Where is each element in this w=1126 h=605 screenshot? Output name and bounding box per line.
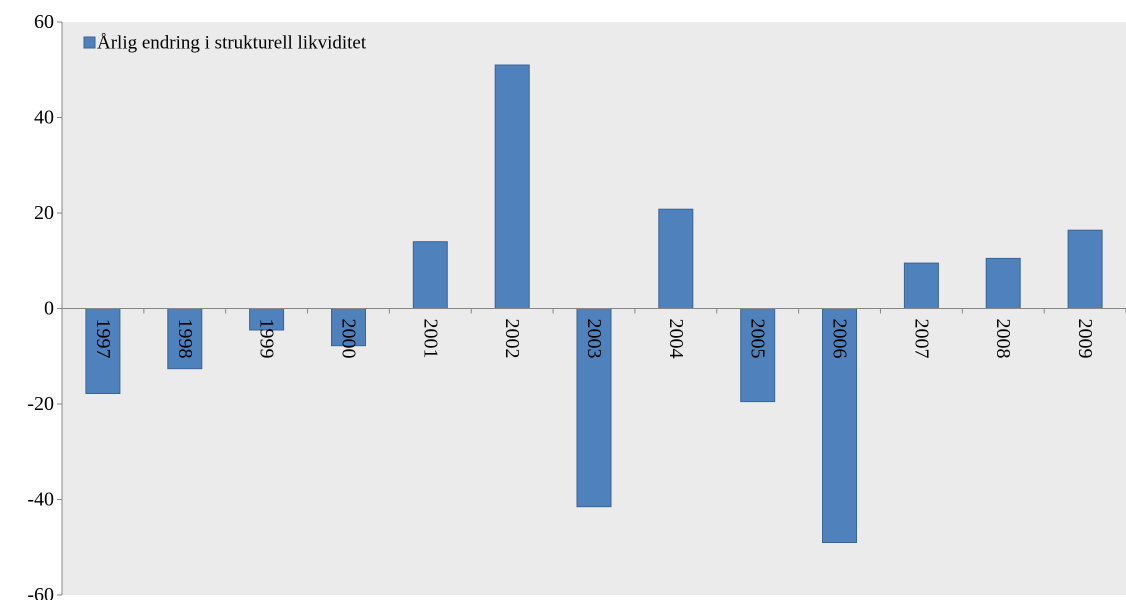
- y-tick-label: 20: [34, 202, 54, 224]
- bar-2008: [985, 257, 1021, 309]
- legend-label: Årlig endring i strukturell likviditet: [97, 33, 367, 54]
- y-tick-labels: 60 40 20 0 -20 -40 -60: [27, 11, 62, 605]
- bar-2007: [903, 262, 939, 310]
- bar-2005: [740, 308, 776, 403]
- bar-2000: [331, 308, 366, 347]
- bar-2002: [494, 64, 530, 309]
- x-tick-label: 2008: [992, 319, 1014, 359]
- x-tick-label: 1999: [256, 319, 278, 359]
- x-tick-label: 1997: [92, 319, 114, 359]
- y-tick-label: -60: [27, 584, 54, 600]
- bar-2001: [412, 241, 448, 309]
- x-tick-label: 2009: [1074, 319, 1096, 359]
- x-tick-label: 2000: [337, 319, 359, 359]
- y-tick-label: 40: [34, 107, 54, 129]
- x-tick-label: 2004: [665, 319, 687, 359]
- x-tick-label: 2007: [910, 319, 932, 359]
- bars-layer: [85, 64, 1103, 543]
- bar-2009: [1067, 229, 1103, 309]
- y-tick-label: 0: [44, 298, 54, 320]
- x-tick-label: 2001: [419, 319, 441, 359]
- bar-2004: [658, 208, 694, 309]
- x-tick-label: 2005: [747, 319, 769, 359]
- x-tick-label: 2006: [829, 319, 851, 359]
- bar-2003: [576, 308, 612, 508]
- x-tick-label: 2003: [583, 319, 605, 359]
- y-tick-label: -20: [27, 393, 54, 415]
- y-tick-label: 60: [34, 11, 54, 33]
- x-tick-label: 2002: [501, 319, 523, 359]
- bar-2006: [822, 308, 857, 543]
- legend-swatch: [83, 36, 96, 49]
- x-tick-label: 1998: [174, 319, 196, 359]
- legend: Årlig endring i strukturell likviditet: [83, 33, 367, 54]
- x-tick-labels: 1997 1998 1999 2000 2001 2002 2003 2004 2005 2006…: [61, 308, 1126, 359]
- bar-1997: [85, 308, 121, 394]
- y-tick-label: -40: [27, 489, 54, 511]
